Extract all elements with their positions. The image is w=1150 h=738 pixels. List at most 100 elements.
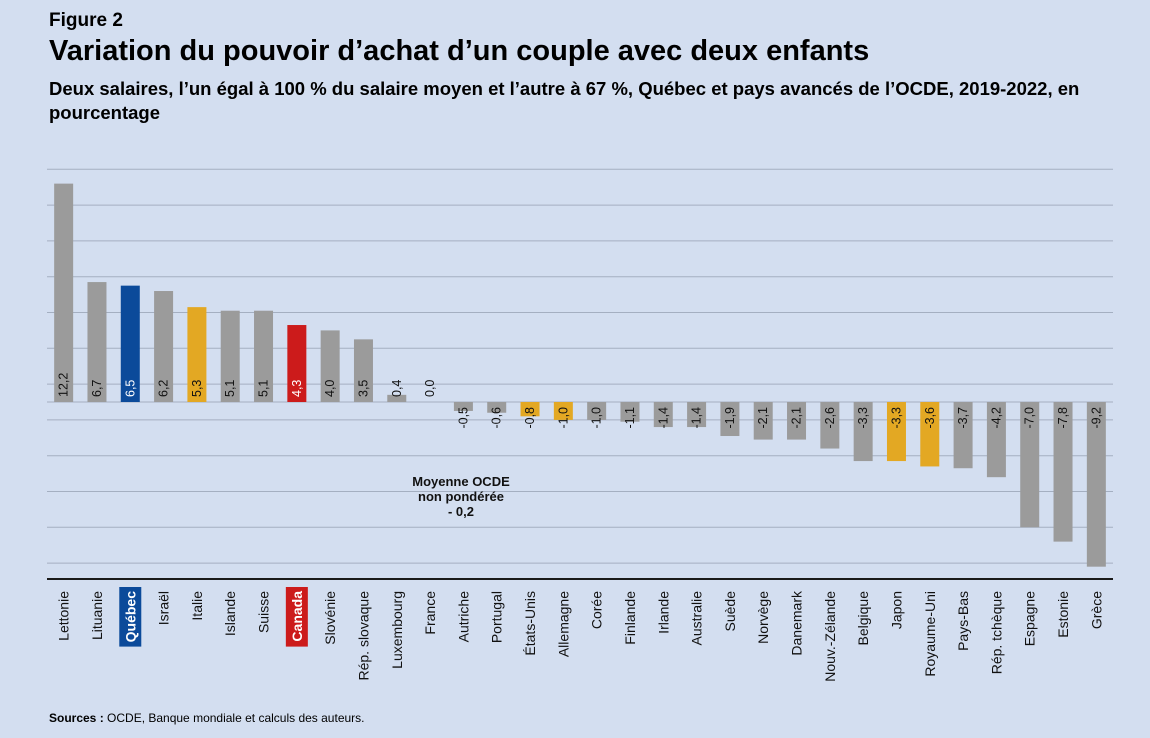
- bar: [986, 402, 1006, 478]
- bar: [187, 307, 207, 402]
- bar: [853, 402, 873, 462]
- value-label: -7,0: [1023, 407, 1037, 429]
- category-label: Nouv.-Zélande: [822, 591, 838, 682]
- bar: [787, 402, 807, 440]
- category-label: Canada: [289, 591, 305, 642]
- bar: [487, 402, 507, 413]
- value-label: -3,7: [956, 407, 970, 429]
- value-label: -3,3: [889, 407, 903, 429]
- category-label: Portugal: [489, 591, 505, 643]
- bar: [520, 402, 540, 417]
- value-label: 6,2: [157, 380, 171, 397]
- bar: [886, 402, 906, 462]
- bar: [953, 402, 973, 469]
- value-label: 4,0: [323, 380, 337, 397]
- bar: [620, 402, 640, 422]
- category-label: Royaume-Uni: [922, 591, 938, 677]
- category-label: Allemagne: [555, 591, 571, 657]
- category-label: Finlande: [622, 591, 638, 645]
- value-label: -0,8: [523, 407, 537, 429]
- chart-subtitle: Deux salaires, l’un égal à 100 % du sala…: [49, 78, 1080, 123]
- bar: [287, 325, 307, 402]
- bar: [1020, 402, 1040, 528]
- bar: [87, 282, 107, 402]
- category-label: Lettonie: [56, 591, 72, 641]
- bar: [820, 402, 840, 449]
- category-label: Espagne: [1022, 591, 1038, 646]
- category-label: Islande: [222, 591, 238, 636]
- bar: [920, 402, 940, 467]
- bar: [753, 402, 773, 440]
- annotation-line: non pondérée: [418, 489, 504, 504]
- category-label: Australie: [689, 591, 705, 646]
- bar: [653, 402, 673, 428]
- bar: [120, 285, 140, 402]
- value-label: -1,4: [690, 407, 704, 429]
- category-label: Luxembourg: [389, 591, 405, 669]
- value-label: -2,1: [756, 407, 770, 429]
- value-label: -4,2: [989, 407, 1003, 429]
- value-label: -9,2: [1089, 407, 1103, 429]
- category-labels: Lettonie Lituanie Québec Israël Italie Island…: [56, 587, 1104, 682]
- bar: [687, 402, 707, 428]
- category-label: Japon: [888, 591, 904, 629]
- category-label: Israël: [156, 591, 172, 625]
- category-label: Suisse: [256, 591, 272, 633]
- category-label: France: [422, 591, 438, 635]
- bar: [1086, 402, 1106, 567]
- value-label: -0,5: [456, 407, 470, 429]
- bar: [154, 291, 174, 402]
- category-badge: [285, 587, 308, 647]
- value-label: 5,1: [223, 380, 237, 397]
- source-note: Sources : OCDE, Banque mondiale et calcu…: [49, 711, 365, 725]
- category-label: Irlande: [655, 591, 671, 634]
- value-labels: 12,2 6,7 6,5 6,2 5,3 5,1 5,1 4,3 4,0 3,5 0,4 0,0 -0,…: [57, 373, 1104, 429]
- value-label: -2,6: [823, 407, 837, 429]
- gridlines: [47, 168, 1113, 580]
- category-label: Suède: [722, 591, 738, 632]
- value-label: 6,7: [90, 380, 104, 397]
- value-label: -0,6: [490, 407, 504, 429]
- value-label: 6,5: [123, 380, 137, 397]
- value-label: 4,3: [290, 380, 304, 397]
- annotation-line: Moyenne OCDE: [412, 474, 510, 489]
- value-label: 3,5: [356, 380, 370, 397]
- bar: [320, 330, 340, 402]
- value-label: 5,3: [190, 380, 204, 397]
- bar: [54, 183, 74, 402]
- value-label: -3,3: [856, 407, 870, 429]
- bar: [720, 402, 740, 437]
- bar: [587, 402, 607, 420]
- value-label: -1,9: [723, 407, 737, 429]
- value-label: -1,1: [623, 407, 637, 429]
- category-label: Belgique: [855, 591, 871, 646]
- value-label: -1,0: [590, 407, 604, 429]
- bar: [553, 402, 573, 420]
- category-label: Autriche: [455, 591, 471, 643]
- bar: [453, 402, 473, 411]
- category-label: Italie: [189, 591, 205, 621]
- value-label: -2,1: [790, 407, 804, 429]
- figure-label: Figure 2: [49, 10, 123, 31]
- chart-title: Variation du pouvoir d’achat d’un couple…: [49, 35, 870, 67]
- value-label: -1,4: [656, 407, 670, 429]
- bar: [254, 310, 274, 402]
- value-label: -7,8: [1056, 407, 1070, 429]
- bars: [54, 183, 1106, 567]
- value-label: 0,4: [390, 380, 404, 397]
- category-label: Grèce: [1088, 591, 1104, 629]
- bar: [220, 310, 240, 402]
- category-label: États-Unis: [522, 591, 538, 656]
- annotation-line: - 0,2: [448, 504, 474, 519]
- bar-chart: 12,2 6,7 6,5 6,2 5,3 5,1 5,1 4,3 4,0 3,5 0,4 0,0 -0,…: [47, 168, 1113, 682]
- category-label: Danemark: [789, 590, 805, 656]
- category-label: Québec: [122, 591, 138, 643]
- category-label: Slovénie: [322, 591, 338, 645]
- category-label: Rép. slovaque: [355, 591, 371, 681]
- category-label: Rép. tchèque: [988, 591, 1004, 674]
- category-label: Pays-Bas: [955, 591, 971, 651]
- source-label: Sources :: [49, 711, 104, 725]
- category-label: Corée: [589, 591, 605, 629]
- category-label: Estonie: [1055, 591, 1071, 638]
